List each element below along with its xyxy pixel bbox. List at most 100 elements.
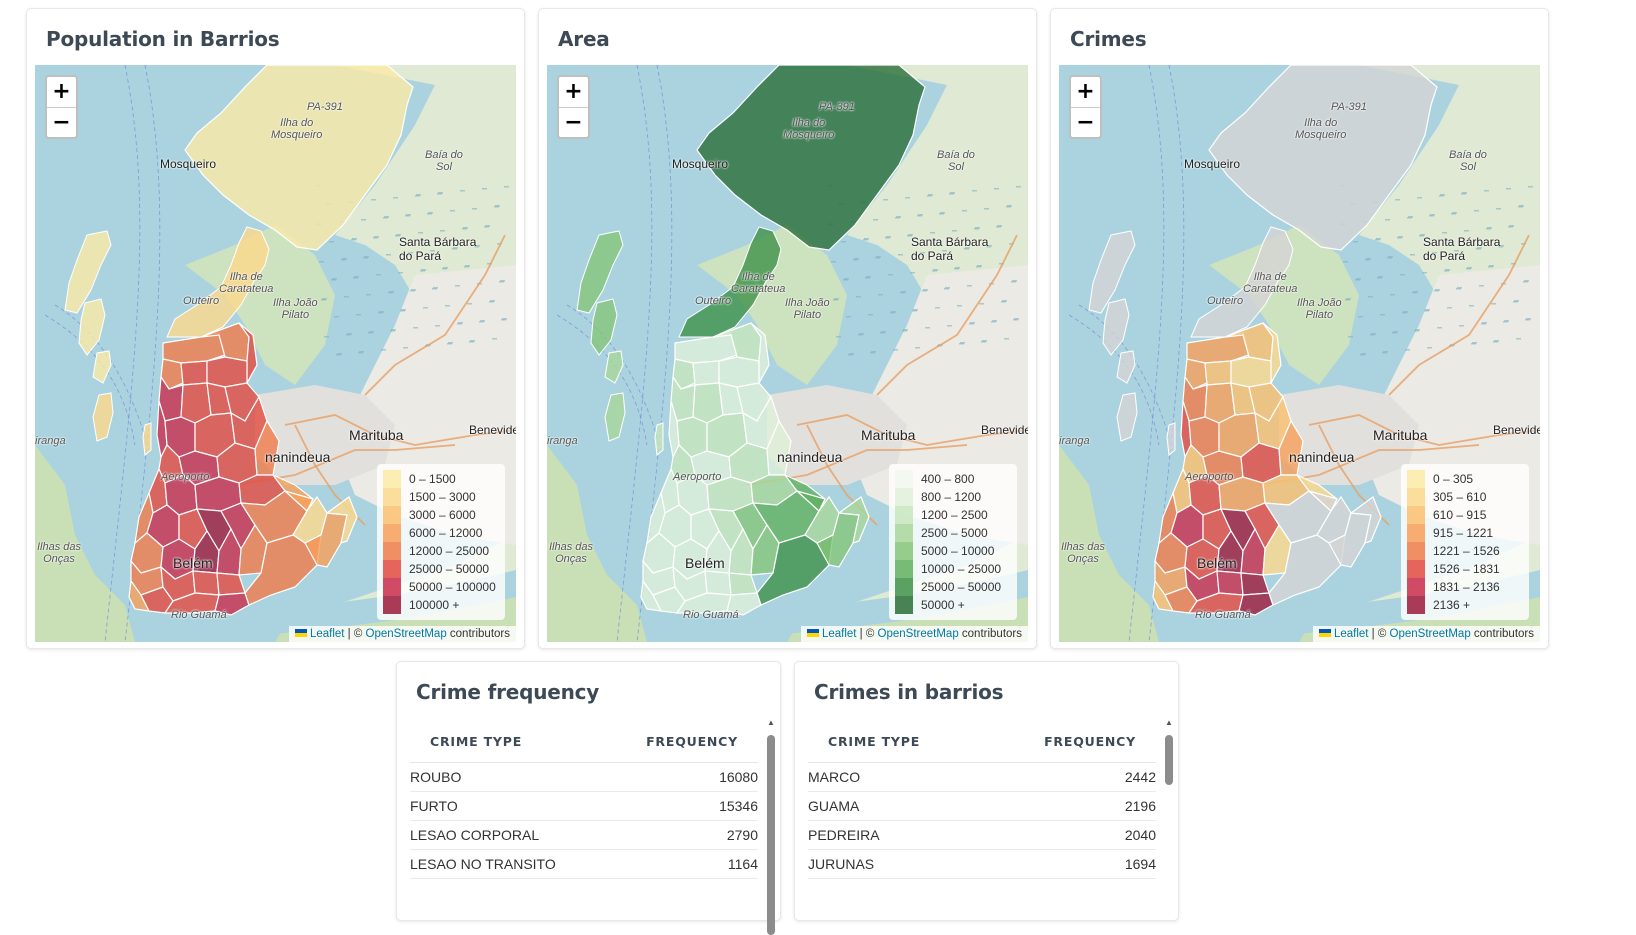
- district-polygon[interactable]: [726, 592, 762, 616]
- district-polygon[interactable]: [1216, 570, 1244, 596]
- zoom-control: + −: [557, 75, 590, 139]
- district-polygon[interactable]: [1152, 579, 1175, 612]
- district-polygon[interactable]: [206, 356, 248, 388]
- legend-entry: 305 – 610: [1407, 488, 1523, 506]
- district-polygon[interactable]: [1349, 496, 1382, 544]
- district-polygon[interactable]: [704, 570, 732, 596]
- leaflet-link[interactable]: Leaflet: [1333, 628, 1369, 640]
- map-label-road: PA-391: [307, 101, 343, 113]
- district-polygon[interactable]: [640, 579, 663, 612]
- scrollbar[interactable]: ▲: [1164, 718, 1174, 920]
- map-label-rio-guama: Rio Guamá: [171, 609, 227, 621]
- table-row[interactable]: GUAMA 2196: [808, 791, 1156, 821]
- legend-label: 1526 – 1831: [1433, 562, 1500, 576]
- area-map[interactable]: Ilha do Mosqueiro PA-391 Mosqueiro Baía do …: [547, 65, 1028, 642]
- legend-swatch: [383, 560, 401, 578]
- crimes-in-barrios-table-wrap[interactable]: CRIME TYPE FREQUENCY MARCO 2442 GUAMA 2196 PED…: [808, 722, 1156, 920]
- legend-label: 50000 – 100000: [409, 580, 496, 594]
- column-header-frequency[interactable]: FREQUENCY: [967, 722, 1156, 763]
- legend-label: 915 – 1221: [1433, 526, 1494, 540]
- district-polygon[interactable]: [728, 572, 758, 596]
- district-mosqueiro: [184, 65, 414, 251]
- district-polygon[interactable]: [766, 419, 792, 476]
- district-polygon[interactable]: [1278, 419, 1304, 476]
- legend-swatch: [1407, 524, 1425, 542]
- table-row[interactable]: LESAO NO TRANSITO 1164: [410, 849, 758, 879]
- zoom-in-button[interactable]: +: [52, 79, 71, 104]
- crime-frequency-table-wrap[interactable]: CRIME TYPE FREQUENCY ROUBO 16080 FURTO 15346 L…: [410, 722, 758, 920]
- map-label-baia-sol: Baía do Sol: [425, 149, 463, 173]
- attribution-contributors: contributors: [446, 628, 510, 640]
- map-card-crimes: Crimes Ilha do Mosqueiro PA-391 Mosqueiro B…: [1050, 8, 1549, 649]
- scroll-thumb[interactable]: [1165, 735, 1173, 785]
- legend-label: 1500 – 3000: [409, 490, 476, 504]
- zoom-in-button[interactable]: +: [1076, 79, 1095, 104]
- table-row[interactable]: JURUNAS 1694: [808, 849, 1156, 879]
- district-polygon[interactable]: [1308, 490, 1338, 512]
- table-row[interactable]: LESAO CORPORAL 2790: [410, 820, 758, 850]
- district-polygon[interactable]: [128, 579, 151, 612]
- zoom-in-button[interactable]: +: [564, 79, 583, 104]
- district-polygon[interactable]: [718, 356, 760, 388]
- district-polygon[interactable]: [192, 570, 220, 596]
- card-title: Area: [558, 27, 610, 51]
- scroll-up-arrow-icon[interactable]: ▲: [767, 718, 775, 727]
- legend-entry: 1200 – 2500: [895, 506, 1011, 524]
- leaflet-link[interactable]: Leaflet: [309, 628, 345, 640]
- row-frequency: 2790: [592, 820, 758, 850]
- district-polygon[interactable]: [1240, 572, 1270, 596]
- column-header-crime-type[interactable]: CRIME TYPE: [410, 722, 593, 763]
- leaflet-link[interactable]: Leaflet: [821, 628, 857, 640]
- row-name: MARCO: [808, 762, 968, 792]
- map-label-oncas: Ilhas das Onças: [1061, 541, 1106, 565]
- table-row[interactable]: MARCO 2442: [808, 762, 1156, 792]
- legend-label: 0 – 1500: [409, 472, 456, 486]
- legend-entry: 1831 – 2136: [1407, 578, 1523, 596]
- district-polygon[interactable]: [214, 592, 250, 616]
- table-row[interactable]: ROUBO 16080: [410, 762, 758, 792]
- district-polygon[interactable]: [837, 496, 870, 544]
- openstreetmap-link[interactable]: OpenStreetMap: [365, 628, 447, 640]
- card-title: Crimes: [1070, 27, 1147, 51]
- district-polygon[interactable]: [325, 496, 358, 544]
- map-label-aeroporto: Aeroporto: [673, 471, 722, 483]
- district-polygon[interactable]: [180, 360, 208, 386]
- map-label-iranga: iranga: [1059, 435, 1090, 447]
- legend-swatch: [383, 506, 401, 524]
- map-label-marituba: Marituba: [861, 427, 916, 443]
- legend-swatch: [895, 470, 913, 488]
- row-name: GUAMA: [808, 791, 968, 821]
- crimes-map[interactable]: Ilha do Mosqueiro PA-391 Mosqueiro Baía do …: [1059, 65, 1540, 642]
- scroll-thumb[interactable]: [767, 735, 775, 935]
- district-polygon[interactable]: [692, 360, 720, 386]
- legend-entry: 0 – 1500: [383, 470, 499, 488]
- district-polygon[interactable]: [1184, 358, 1208, 390]
- population-map[interactable]: Ilha do Mosqueiro PA-391 Mosqueiro Baía do …: [35, 65, 516, 642]
- zoom-out-button[interactable]: −: [47, 107, 76, 137]
- zoom-out-button[interactable]: −: [1071, 107, 1100, 137]
- map-label-iranga: iranga: [547, 435, 578, 447]
- legend-label: 2500 – 5000: [921, 526, 988, 540]
- column-header-frequency[interactable]: FREQUENCY: [592, 722, 758, 763]
- map-label-island: Ilha do Mosqueiro: [1295, 117, 1347, 141]
- district-polygon[interactable]: [216, 572, 246, 596]
- district-polygon[interactable]: [1204, 360, 1232, 386]
- legend-swatch: [383, 470, 401, 488]
- zoom-out-button[interactable]: −: [559, 107, 588, 137]
- legend-entry: 800 – 1200: [895, 488, 1011, 506]
- table-row[interactable]: PEDREIRA 2040: [808, 820, 1156, 850]
- openstreetmap-link[interactable]: OpenStreetMap: [877, 628, 959, 640]
- table-row[interactable]: FURTO 15346: [410, 791, 758, 821]
- district-polygon[interactable]: [284, 490, 314, 512]
- legend-label: 12000 – 25000: [409, 544, 490, 558]
- scroll-up-arrow-icon[interactable]: ▲: [1165, 718, 1173, 727]
- column-header-crime-type[interactable]: CRIME TYPE: [808, 722, 968, 763]
- openstreetmap-link[interactable]: OpenStreetMap: [1389, 628, 1471, 640]
- district-polygon[interactable]: [1230, 356, 1272, 388]
- scrollbar[interactable]: ▲: [766, 718, 776, 935]
- district-polygon[interactable]: [254, 419, 280, 476]
- district-polygon[interactable]: [796, 490, 826, 512]
- district-polygon[interactable]: [1238, 592, 1274, 616]
- district-polygon[interactable]: [160, 358, 184, 390]
- district-polygon[interactable]: [672, 358, 696, 390]
